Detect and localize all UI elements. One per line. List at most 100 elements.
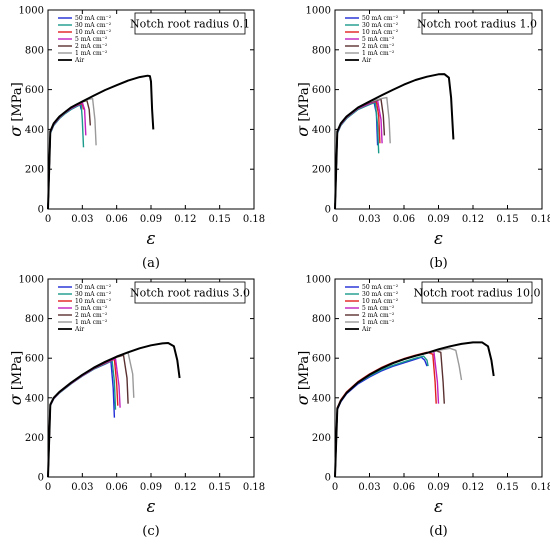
legend-entry: 1 mA cm⁻² [362,50,395,57]
legend-entry: Air [74,57,84,64]
legend-entry: 2 mA cm⁻² [75,312,108,319]
series-line-2 [334,101,380,210]
y-axis-label: σ [MPa] [6,351,25,405]
series-line-3 [47,358,119,478]
x-tick-label: 0.09 [140,482,162,493]
legend-entry: 2 mA cm⁻² [362,43,395,50]
annotation-box [421,12,533,35]
x-tick-label: 0.09 [427,214,449,225]
y-axis-label: σ [MPa] [293,351,312,405]
series-line-1 [334,101,379,210]
y-tick-label: 0 [38,473,44,484]
legend-entry: 30 mA cm⁻² [75,22,112,29]
panel-caption: (b) [429,256,447,271]
series-line-4 [334,351,440,478]
series-line-4 [47,357,121,478]
series-line-3 [334,100,381,210]
series-line-7 [334,73,455,210]
panel-caption: (c) [142,524,159,539]
annotation-box [134,281,246,304]
series-line-6 [334,96,391,210]
legend-entry: 10 mA cm⁻² [362,29,399,36]
y-tick-label: 400 [312,393,331,404]
x-tick-label: 0.15 [209,214,231,225]
y-tick-label: 400 [312,125,331,136]
legend-entry: 2 mA cm⁻² [362,312,395,319]
chart-panel-1: 0 200 400 600 800 1000 0 0.03 0.06 0.09 0.12 0.15 0.… [6,6,265,272]
series-line-1 [334,356,428,478]
series-line-3 [47,102,85,210]
x-tick-label: 0.06 [393,482,415,493]
y-axis-label: σ [MPa] [6,82,25,136]
x-tick-label: 0.12 [174,214,196,225]
y-tick-label: 400 [25,393,44,404]
series-line-1 [47,103,82,210]
series-line-2 [47,359,117,478]
legend-entry: 10 mA cm⁻² [75,298,112,305]
y-tick-label: 1000 [19,6,44,17]
legend-entry: 50 mA cm⁻² [362,284,399,291]
legend-entry: Air [361,326,371,333]
x-tick-label: 0 [45,214,51,225]
legend-entry: 30 mA cm⁻² [362,291,399,298]
y-tick-label: 0 [325,473,331,484]
x-tick-label: 0.03 [358,214,380,225]
y-tick-label: 800 [25,45,44,56]
x-tick-label: 0 [332,214,338,225]
y-tick-label: 0 [325,205,331,216]
x-axis-label: ε [434,497,443,517]
x-tick-label: 0.15 [209,482,231,493]
legend-entry: 30 mA cm⁻² [362,22,399,29]
y-tick-label: 400 [25,125,44,136]
x-tick-label: 0.06 [106,482,128,493]
panel-caption: (a) [142,256,160,271]
y-tick-label: 200 [312,433,331,444]
legend-entry: 50 mA cm⁻² [75,15,112,22]
annotation-box [421,281,533,304]
legend-entry: 5 mA cm⁻² [362,36,395,43]
x-tick-label: 0.06 [393,214,415,225]
legend-entry: 1 mA cm⁻² [362,319,395,326]
series-line-4 [47,101,87,210]
legend-entry: Air [361,57,371,64]
y-tick-label: 600 [312,354,331,365]
legend-entry: 5 mA cm⁻² [75,36,108,43]
x-tick-label: 0.06 [106,214,128,225]
y-tick-label: 600 [312,85,331,96]
chart-panel-2: 0 200 400 600 800 1000 0 0.03 0.06 0.09 0.12 0.15 0.… [293,6,550,272]
x-tick-label: 0.15 [496,214,518,225]
legend-entry: 2 mA cm⁻² [75,43,108,50]
series-line-7 [334,341,495,478]
x-tick-label: 0.12 [462,214,484,225]
series-line-5 [334,350,445,478]
y-tick-label: 0 [38,205,44,216]
y-tick-label: 1000 [19,275,44,286]
x-tick-label: 0 [332,482,338,493]
annotation-text: Notch root radius 0.1 [130,18,250,31]
annotation-text: Notch root radius 1.0 [417,18,537,31]
x-tick-label: 0.03 [71,482,93,493]
annotation-box [134,12,246,35]
x-axis-label: ε [146,497,155,517]
y-tick-label: 800 [312,314,331,325]
y-tick-label: 200 [312,165,331,176]
legend-entry: 1 mA cm⁻² [75,319,108,326]
legend-entry: 1 mA cm⁻² [75,50,108,57]
series-line-5 [47,99,91,210]
legend-entry: 5 mA cm⁻² [362,305,395,312]
legend-entry: 5 mA cm⁻² [75,305,108,312]
series-line-4 [334,99,383,210]
x-tick-label: 0.18 [243,214,265,225]
legend-entry: Air [74,326,84,333]
legend-entry: 10 mA cm⁻² [362,298,399,305]
series-line-6 [47,97,97,210]
x-tick-label: 0.12 [462,482,484,493]
y-axis-label: σ [MPa] [293,82,312,136]
x-tick-label: 0.09 [140,214,162,225]
x-tick-label: 0.09 [427,482,449,493]
y-tick-label: 800 [25,314,44,325]
x-tick-label: 0.03 [358,482,380,493]
y-tick-label: 600 [25,85,44,96]
legend-entry: 50 mA cm⁻² [362,15,399,22]
